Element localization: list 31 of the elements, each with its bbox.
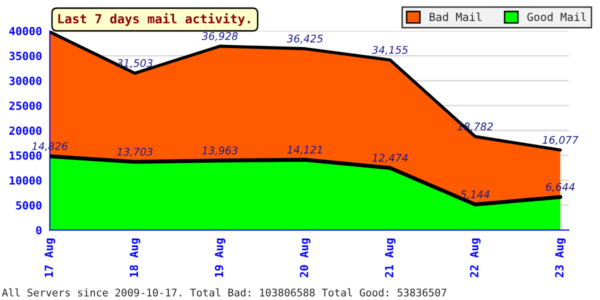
x-tick-label: 23 Aug	[555, 238, 566, 278]
y-tick-label: 15000	[10, 151, 42, 160]
text: All Servers since 2009-10-17. Total Bad: 103806588 Total Good: 53836507	[2, 288, 446, 296]
data-label: 12,474	[372, 154, 408, 163]
data-label: 14,826	[32, 142, 68, 152]
y-tick-label: 25000	[9, 102, 42, 110]
data-label: 31,503	[116, 59, 152, 68]
x-tick-label: 22 Aug	[470, 238, 481, 278]
y-tick-label: 5000	[16, 201, 42, 210]
y-tick-label: 35000	[9, 52, 42, 60]
legend-label: Bad Mail	[430, 12, 482, 22]
legend-label: Good Mail	[527, 12, 586, 22]
x-tick-label: 21 Aug	[384, 238, 396, 278]
data-label: 13,963	[202, 146, 238, 156]
y-tick-label: 0	[36, 226, 42, 234]
data-label: 14,121	[287, 146, 322, 155]
x-tick-label: 18 Aug	[130, 238, 140, 277]
data-label: 34,155	[372, 46, 408, 55]
y-tick-label: 30000	[9, 76, 42, 86]
chart-title: Last 7 days mail activity.	[58, 13, 250, 26]
data-label: 36,425	[286, 34, 323, 44]
y-tick-label: 40000	[9, 26, 42, 36]
x-tick-label: 19 Aug	[214, 238, 226, 277]
data-label: 5,144	[460, 190, 490, 200]
data-label: 16,077	[542, 136, 578, 145]
y-tick-label: 10000	[10, 176, 42, 185]
y-tick-label: 20000	[9, 126, 42, 135]
x-tick-label: 17 Aug	[44, 238, 56, 277]
data-label: 36,928	[202, 32, 238, 42]
x-tick-label: 20 Aug	[300, 238, 310, 278]
data-label: 13,703	[117, 148, 152, 157]
